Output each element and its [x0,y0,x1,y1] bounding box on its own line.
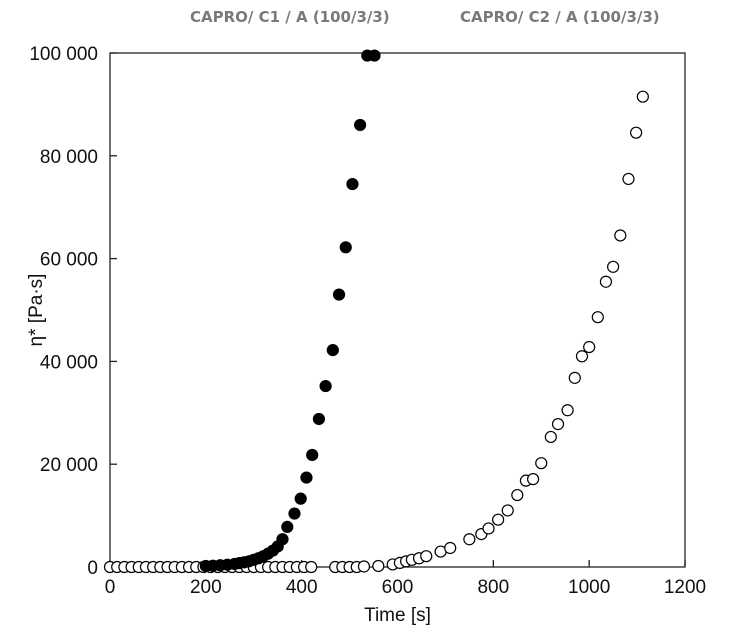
data-point-c2 [568,371,581,384]
y-axis-title: η* [Pa·s] [26,274,47,347]
data-point-c2 [607,260,620,273]
data-point-c2 [622,172,635,186]
data-point-c1 [312,412,326,426]
data-point-c2 [511,488,524,502]
data-point-c2 [482,522,495,535]
data-point-c2 [492,513,505,526]
data-point-c2 [551,418,565,431]
data-point-c1 [281,520,294,534]
y-tick-label: 100 000 [29,44,98,65]
data-point-c1 [306,448,319,462]
data-point-c2 [614,229,627,242]
data-point-c1 [294,492,307,505]
data-point-c2 [420,550,433,563]
data-point-c1 [339,241,352,254]
data-point-c1 [326,343,339,357]
data-point-c1 [319,379,332,393]
data-point-c2 [527,473,540,486]
x-tick-label: 800 [477,577,509,598]
data-point-c2 [463,533,476,546]
data-point-c2 [501,504,514,517]
data-point-c2 [599,275,613,288]
data-point-c1 [288,507,301,520]
data-point-c1 [300,471,313,484]
series-label-c2: CAPRO/ C2 / A (100/3/3) [460,8,660,26]
x-tick-label: 400 [286,577,318,598]
data-point-c2 [372,559,385,573]
y-tick-label: 80 000 [40,147,98,168]
y-tick-label: 0 [87,558,98,579]
data-point-c2 [636,90,649,103]
series-label-c1: CAPRO/ C1 / A (100/3/3) [190,8,390,26]
x-tick-label: 1200 [664,577,706,598]
plot-frame [109,52,686,568]
data-point-c1 [368,49,381,62]
x-tick-label: 0 [105,577,116,598]
data-point-c2 [575,350,589,363]
y-tick-label: 20 000 [40,455,98,476]
data-point-c2 [535,457,548,470]
data-point-c2 [357,560,371,573]
y-tick-label: 60 000 [40,250,98,271]
x-tick-label: 1000 [568,577,610,598]
data-point-c1 [276,533,289,546]
x-tick-label: 200 [190,577,222,598]
data-point-c2 [305,560,318,574]
data-point-c2 [591,311,604,324]
data-point-c1 [332,288,346,301]
data-point-c2 [444,541,457,555]
data-point-c1 [346,177,359,191]
x-axis-title: Time [s] [364,605,431,626]
data-point-c2 [544,430,557,444]
data-point-c2 [630,126,643,139]
data-point-c1 [354,118,367,132]
y-tick-label: 40 000 [40,352,98,373]
data-point-c2 [583,340,596,354]
x-tick-label: 600 [382,577,414,598]
data-point-c2 [561,404,574,417]
